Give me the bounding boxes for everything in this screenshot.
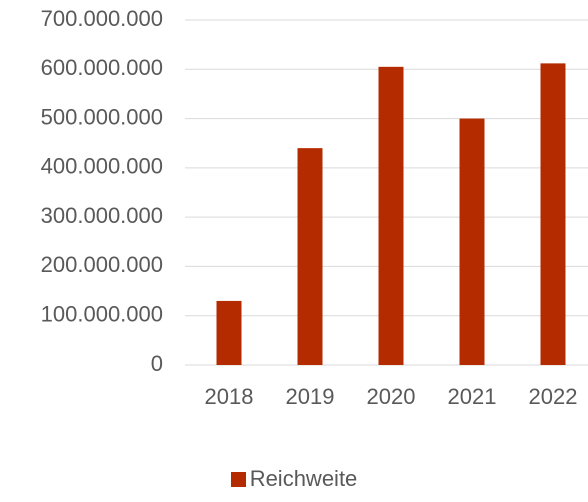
x-tick-label: 2021: [448, 384, 497, 409]
chart: 0 100.000.000 200.000.000 300.000.000 400.00…: [41, 6, 588, 409]
legend-swatch: [230, 471, 246, 487]
y-tick-label: 200.000.000: [41, 252, 163, 277]
y-tick-label: 600.000.000: [41, 55, 163, 80]
x-axis-ticks: 2018 2019 2020 2021 2022: [205, 384, 578, 409]
y-tick-label: 0: [151, 351, 163, 376]
y-tick-label: 400.000.000: [41, 154, 163, 179]
bar: [216, 300, 242, 365]
y-tick-label: 300.000.000: [41, 203, 163, 228]
x-tick-label: 2020: [367, 384, 416, 409]
x-tick-label: 2019: [286, 384, 335, 409]
y-axis-ticks: 0 100.000.000 200.000.000 300.000.000 400.00…: [41, 6, 163, 376]
bar: [378, 66, 404, 366]
x-tick-label: 2022: [529, 384, 578, 409]
legend: Reichweite: [0, 466, 588, 492]
bar: [540, 63, 566, 365]
legend-label: Reichweite: [249, 466, 358, 491]
y-tick-label: 500.000.000: [41, 104, 163, 129]
y-tick-label: 700.000.000: [41, 6, 163, 31]
bar: [297, 148, 323, 365]
y-tick-label: 100.000.000: [41, 302, 163, 327]
bar: [459, 118, 485, 365]
bars: [216, 63, 566, 366]
x-tick-label: 2018: [205, 384, 254, 409]
